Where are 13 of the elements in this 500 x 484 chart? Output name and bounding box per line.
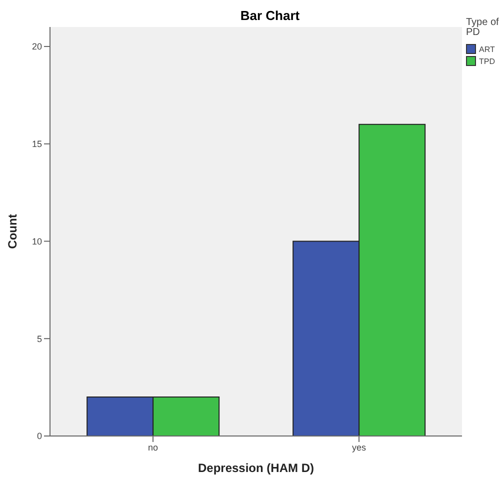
y-tick-label: 15 — [32, 139, 42, 150]
legend-label: ART — [479, 44, 495, 54]
legend-label: TPD — [479, 56, 495, 66]
y-tick-label: 0 — [36, 431, 42, 442]
y-axis-title: Count — [5, 214, 20, 249]
legend-title: Type of PD — [466, 17, 500, 38]
y-tick-label: 5 — [36, 334, 42, 344]
x-axis-title: Depression (HAM D) — [198, 461, 314, 475]
x-tick-label: no — [148, 442, 158, 452]
x-tick-label: yes — [352, 442, 366, 452]
chart-title: Bar Chart — [240, 8, 300, 23]
y-tick-label: 10 — [32, 236, 42, 246]
y-tick-label: 20 — [32, 42, 42, 52]
